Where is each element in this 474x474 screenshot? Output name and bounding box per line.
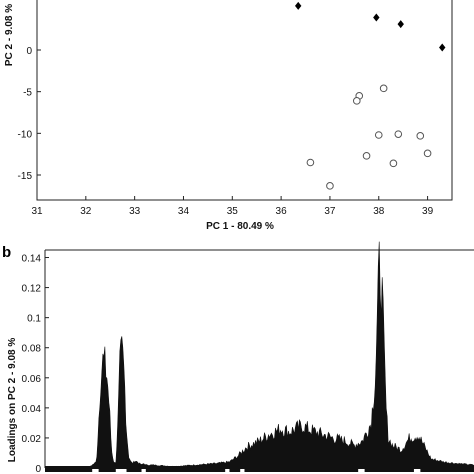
- panel-a-y-axis-label: PC 2 - 9.08 %: [4, 4, 15, 66]
- x-tick-label: 32: [80, 206, 92, 217]
- open-circle-point: [326, 182, 334, 190]
- y-tick-label: 0: [35, 464, 41, 474]
- panel-a-x-axis-label: PC 1 - 80.49 %: [206, 221, 274, 232]
- panel-a-scatter-plot: PC 2 - 9.08 % PC 1 - 80.49 % 31 32 33 34 35 3…: [4, 0, 453, 232]
- panel-b-letter: b: [2, 244, 11, 261]
- filled-diamond-point: [439, 43, 446, 52]
- x-tick-label: 36: [276, 206, 288, 217]
- open-circle-point: [416, 132, 425, 140]
- panel-a-axes: 31 32 33 34 35 36 37 38 39 0 -5 -10 -15: [18, 0, 453, 217]
- filled-diamond-point: [373, 13, 380, 22]
- open-circle-point: [394, 130, 403, 138]
- x-tick-label: 37: [324, 206, 336, 217]
- panel-b-y-axis-label: Loadings on PC 2 - 9.08 %: [7, 338, 18, 463]
- filled-diamond-point: [397, 20, 404, 29]
- open-circle-point: [423, 149, 432, 158]
- baseline-gap: [115, 469, 127, 472]
- panel-b-axes: 0 0.02 0.04 0.06 0.08 0.1 0.12 0.14: [22, 249, 474, 474]
- panel-b-loadings-area: [45, 241, 474, 469]
- y-tick-label: 0.06: [22, 374, 42, 385]
- y-tick-label: -10: [18, 129, 33, 140]
- baseline-gap: [413, 469, 421, 472]
- open-circle-point: [374, 131, 383, 139]
- y-tick-label: 0: [26, 46, 32, 57]
- panel-b-baseline-segments: [45, 466, 474, 472]
- filled-diamond-point: [295, 1, 302, 10]
- baseline-gap: [92, 469, 99, 472]
- y-tick-label: 0.12: [22, 284, 42, 295]
- panel-a-points: [295, 1, 446, 190]
- x-tick-label: 39: [422, 206, 434, 217]
- y-tick-label: 0.1: [27, 314, 41, 325]
- panel-b-loadings-plot: Loadings on PC 2 - 9.08 % 00.020.040.060…: [7, 241, 474, 474]
- open-circle-point: [352, 97, 361, 105]
- y-tick-label: 0.04: [22, 404, 42, 415]
- open-circle-point: [362, 152, 371, 160]
- y-tick-label: 0.02: [22, 434, 42, 445]
- baseline-gap: [240, 469, 245, 472]
- panel-a-plot-frame: [36, 0, 453, 201]
- x-tick-label: 35: [227, 206, 239, 217]
- baseline-band: [45, 466, 474, 472]
- baseline-gap: [225, 469, 230, 472]
- y-tick-label: -15: [18, 171, 33, 182]
- x-tick-label: 38: [373, 206, 385, 217]
- baseline-gap: [358, 469, 365, 472]
- x-tick-label: 33: [129, 206, 141, 217]
- open-circle-point: [379, 84, 388, 93]
- x-tick-label: 31: [31, 206, 43, 217]
- y-tick-label: 0.08: [22, 344, 42, 355]
- y-tick-label: 0.14: [22, 254, 42, 265]
- baseline-gap: [141, 469, 146, 472]
- open-circle-point: [389, 159, 398, 168]
- y-tick-label: -5: [23, 88, 32, 99]
- open-circle-point: [306, 158, 315, 167]
- x-tick-label: 34: [178, 206, 190, 217]
